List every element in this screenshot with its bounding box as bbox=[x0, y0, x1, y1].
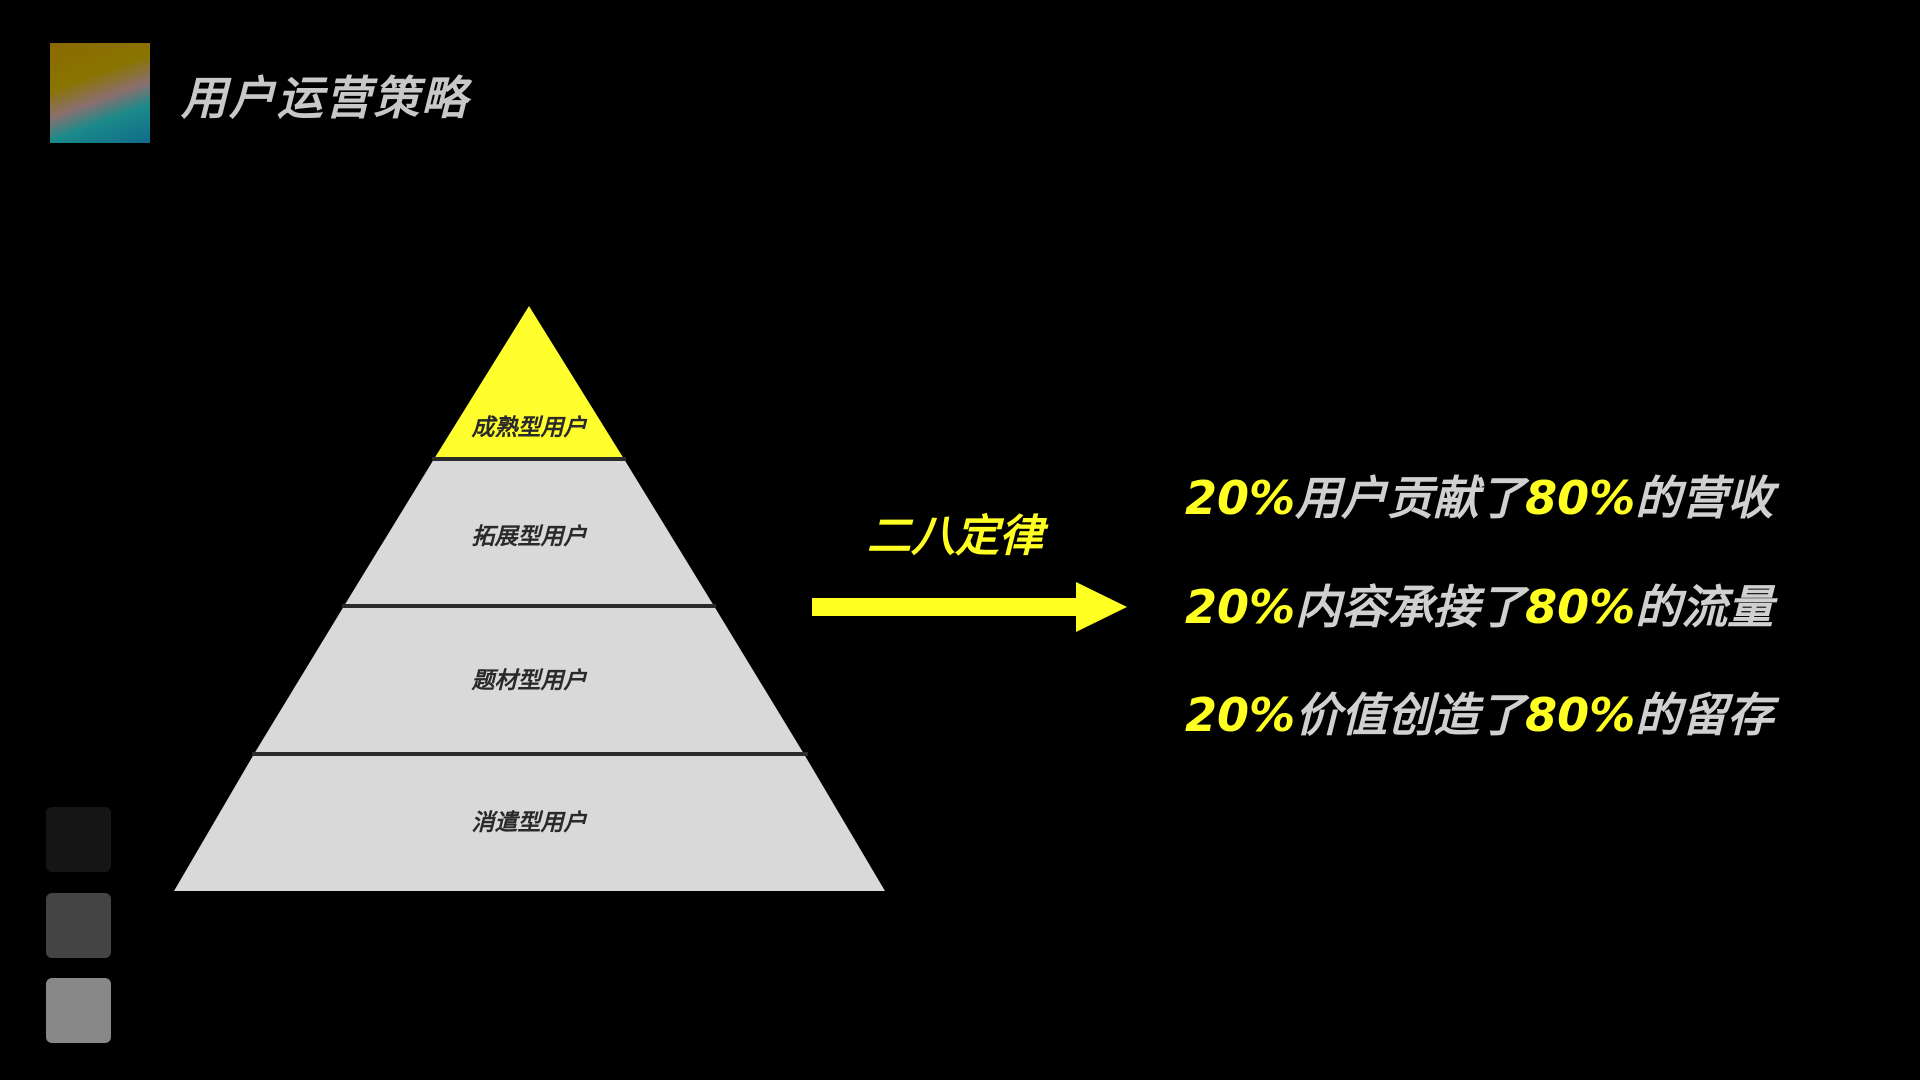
statement: 20%用户贡献了80%的营收 bbox=[1185, 462, 1773, 528]
pyramid-level-3 bbox=[254, 606, 804, 754]
pyramid-label: 题材型用户 bbox=[471, 668, 587, 694]
statement-pct: 80% bbox=[1525, 580, 1636, 634]
pyramid-level-4 bbox=[174, 754, 885, 891]
statement-pct: 20% bbox=[1185, 471, 1296, 525]
statement-text: 用户贡献了 bbox=[1295, 471, 1526, 525]
statement-pct: 20% bbox=[1185, 580, 1296, 634]
pyramid-label: 消遣型用户 bbox=[471, 810, 587, 836]
pyramid-label: 拓展型用户 bbox=[471, 524, 587, 550]
statement-text: 的留存 bbox=[1635, 688, 1774, 742]
statement-text: 内容承接了 bbox=[1295, 580, 1526, 634]
logo bbox=[50, 43, 150, 143]
arrow-shaft bbox=[812, 598, 1080, 616]
statement-pct: 20% bbox=[1185, 688, 1296, 742]
arrow-head-icon bbox=[1076, 582, 1127, 632]
pyramid-level-1 bbox=[434, 306, 624, 459]
statement-text: 的营收 bbox=[1635, 471, 1774, 525]
statement-text: 的流量 bbox=[1635, 580, 1774, 634]
statement: 20%内容承接了80%的流量 bbox=[1185, 571, 1773, 637]
color-swatch bbox=[46, 807, 111, 872]
statement-pct: 80% bbox=[1525, 688, 1636, 742]
page-title: 用户运营策略 bbox=[181, 71, 469, 125]
arrow-label: 二八定律 bbox=[867, 511, 1043, 562]
statement-text: 价值创造了 bbox=[1295, 688, 1526, 742]
pyramid-level-2 bbox=[344, 459, 714, 606]
statement-pct: 80% bbox=[1525, 471, 1636, 525]
statement: 20%价值创造了80%的留存 bbox=[1185, 679, 1773, 745]
color-swatch bbox=[46, 893, 111, 958]
color-swatch bbox=[46, 978, 111, 1043]
pyramid-label: 成熟型用户 bbox=[471, 415, 587, 441]
